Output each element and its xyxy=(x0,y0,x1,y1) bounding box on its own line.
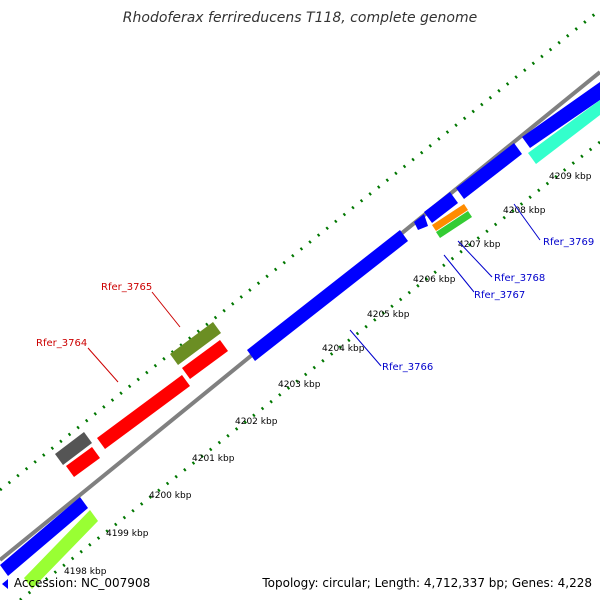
gene-rfer-3766[interactable] xyxy=(247,230,408,361)
tick-label: 4208 kbp xyxy=(503,206,546,216)
tick-label: 4207 kbp xyxy=(458,240,501,250)
label-rfer-3769[interactable]: Rfer_3769 xyxy=(543,237,594,248)
label-rfer-3764[interactable]: Rfer_3764 xyxy=(36,338,87,349)
tick-label: 4209 kbp xyxy=(549,172,592,182)
gene-green-small[interactable] xyxy=(436,211,472,238)
gene-red-small[interactable] xyxy=(66,447,100,477)
callout-rfer-3766 xyxy=(349,329,382,367)
gene-labels: Rfer_3764 Rfer_3765 Rfer_3766 Rfer_3767 … xyxy=(36,237,594,373)
gene-rfer-3769[interactable] xyxy=(528,100,600,164)
outer-dotted-guide xyxy=(0,8,600,492)
gene-rfer-3768[interactable] xyxy=(432,204,468,231)
callout-rfer-3764 xyxy=(87,347,119,383)
gene-rfer-3764[interactable] xyxy=(97,375,190,449)
accession-marker-icon xyxy=(2,578,8,589)
tick-labels: 4198 kbp 4199 kbp 4200 kbp 4201 kbp 4202… xyxy=(64,172,592,577)
gene-blue-left[interactable] xyxy=(0,497,88,576)
gene-lime-left[interactable] xyxy=(24,510,98,589)
callout-rfer-3765 xyxy=(151,291,181,328)
gene-dark-gray[interactable] xyxy=(55,432,92,465)
label-rfer-3768[interactable]: Rfer_3768 xyxy=(494,273,545,284)
tick-label: 4203 kbp xyxy=(278,380,321,390)
label-rfer-3766[interactable]: Rfer_3766 xyxy=(382,362,433,373)
callout-rfer-3768 xyxy=(457,240,493,278)
gene-rfer-3767[interactable] xyxy=(424,192,458,223)
callout-rfer-3769 xyxy=(513,203,541,241)
label-rfer-3767[interactable]: Rfer_3767 xyxy=(474,290,525,301)
genome-summary: Topology: circular; Length: 4,712,337 bp… xyxy=(262,576,592,590)
label-rfer-3765[interactable]: Rfer_3765 xyxy=(101,282,152,293)
accession-text: Accession: NC_007908 xyxy=(13,576,151,590)
gene-blue-c[interactable] xyxy=(456,143,522,199)
tick-label: 4202 kbp xyxy=(235,417,278,427)
gene-rfer-3764-arrow[interactable] xyxy=(182,340,228,379)
tick-label: 4198 kbp xyxy=(64,567,107,577)
tick-label: 4199 kbp xyxy=(106,529,149,539)
gene-blue-d[interactable] xyxy=(522,82,600,148)
gene-rfer-3765[interactable] xyxy=(170,322,221,365)
tick-label: 4201 kbp xyxy=(192,454,235,464)
gene-blue-small-a[interactable] xyxy=(414,214,428,230)
tick-label: 4200 kbp xyxy=(149,491,192,501)
tick-label: 4206 kbp xyxy=(413,275,456,285)
tick-label: 4204 kbp xyxy=(322,344,365,354)
tick-label: 4205 kbp xyxy=(367,310,410,320)
accession-info: Accession: NC_007908 xyxy=(2,576,150,590)
map-title: Rhodoferax ferrireducens T118, complete … xyxy=(122,10,478,26)
callout-rfer-3767 xyxy=(443,254,475,293)
